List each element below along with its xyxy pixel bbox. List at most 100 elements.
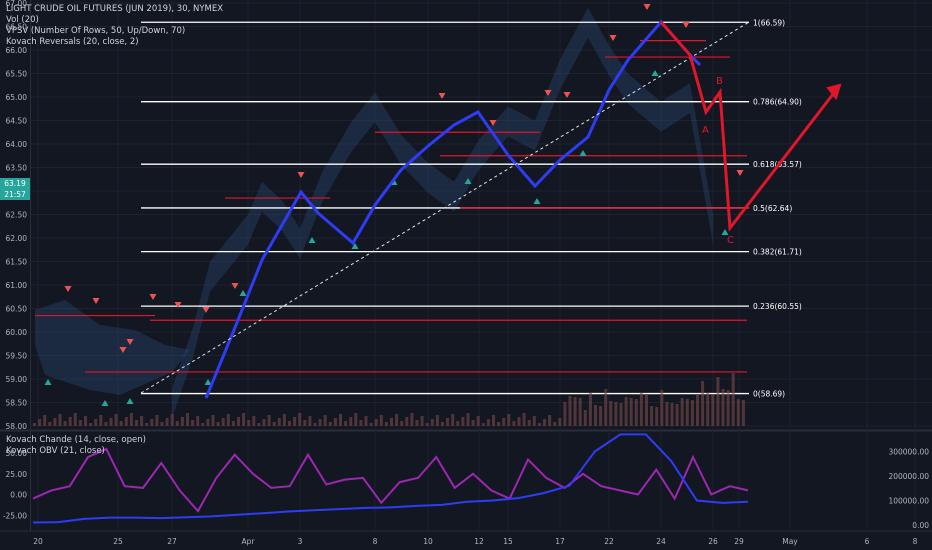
volume-bar: [160, 422, 164, 426]
volume-bar: [150, 419, 154, 426]
volume-bar: [38, 419, 42, 426]
time-tick-label: 3: [298, 537, 303, 546]
time-axis[interactable]: 20 25 27 Apr 3 8 10 12 15 17 22 24 26 29 May 6 8: [33, 537, 917, 546]
price-tick-label: 60.00: [6, 328, 28, 337]
bullish-reversal-marker: [44, 379, 52, 385]
volume-bar: [196, 416, 200, 426]
volume-bar: [441, 422, 444, 426]
volume-bar: [58, 414, 62, 426]
time-tick-label: 8: [373, 537, 378, 546]
volume-bars: [33, 373, 745, 426]
volume-bar: [135, 420, 138, 426]
indicator-vol[interactable]: Vol (20): [6, 15, 39, 25]
volume-bar: [456, 421, 460, 426]
wave-drawings[interactable]: A B C: [140, 19, 842, 399]
volume-bar: [94, 419, 98, 426]
time-tick-label: 24: [656, 537, 666, 546]
volume-bar: [716, 377, 720, 426]
volume-bar: [33, 423, 36, 426]
volume-bar: [466, 413, 470, 426]
price-range-band-early: [35, 300, 190, 395]
volume-bar: [655, 407, 659, 426]
volume-bar: [155, 415, 159, 426]
chande-tick-label: 25.00: [6, 470, 28, 479]
oscillator-pane[interactable]: 50.00 25.00 0.00 -25.00 300000.00 200000.00 10…: [3, 433, 929, 530]
price-tick-label: 64.50: [6, 117, 28, 126]
volume-bar: [721, 389, 725, 426]
volume-bar: [262, 419, 266, 426]
volume-bar: [206, 419, 210, 426]
bullish-reversal-marker: [464, 178, 472, 184]
time-tick-label: 25: [113, 537, 123, 546]
price-tick-label: 66.00: [6, 46, 28, 55]
bearish-reversal-marker: [202, 307, 210, 313]
indicator-vpsv[interactable]: VPSV (Number Of Rows, 50, Up/Down, 70): [6, 26, 186, 36]
fib-retracement[interactable]: 1(66.59)0.786(64.90)0.618(63.57)0.5(62.6…: [141, 18, 802, 399]
volume-bar: [175, 421, 179, 426]
volume-bar: [267, 415, 271, 426]
bullish-reversal-marker: [651, 70, 659, 76]
volume-bar: [670, 403, 674, 426]
volume-bar: [226, 414, 230, 426]
time-tick-label: 20: [33, 537, 43, 546]
volume-bar: [486, 419, 490, 426]
time-tick-label: 22: [604, 537, 614, 546]
volume-bar: [481, 423, 485, 426]
grid-lines: [31, 0, 932, 531]
volume-bar: [507, 414, 511, 426]
last-price-badge: 63.19: [0, 178, 30, 189]
volume-bar: [517, 417, 521, 426]
time-tick-label: Apr: [242, 537, 256, 546]
volume-bar: [191, 420, 195, 426]
volume-bar: [680, 398, 684, 426]
volume-bar: [374, 419, 378, 426]
volume-bar: [741, 400, 745, 426]
volume-bar: [308, 416, 312, 426]
indicator-kovach-chande[interactable]: Kovach Chande (14, close, open): [6, 435, 146, 445]
bullish-reversal-marker: [101, 400, 109, 406]
fib-level-label: 0.5(62.64): [753, 204, 792, 213]
volume-bar: [390, 418, 393, 426]
volume-bar: [63, 421, 67, 426]
volume-bar: [242, 413, 246, 426]
time-tick-label: 15: [503, 537, 513, 546]
volume-bar: [512, 421, 516, 426]
volume-bar: [410, 413, 414, 426]
price-tick-label: 62.00: [6, 234, 28, 243]
volume-bar: [359, 420, 363, 426]
volume-bar: [665, 402, 669, 426]
volume-bar: [583, 410, 587, 426]
volume-bar: [43, 415, 47, 426]
price-axis[interactable]: 67.00 66.50 66.00 65.50 65.00 64.50 64.00 63.50…: [6, 0, 28, 431]
volume-bar: [609, 401, 613, 426]
volume-bar: [333, 418, 337, 426]
volume-bar: [405, 417, 409, 426]
time-tick-label: 26: [708, 537, 718, 546]
volume-bar: [624, 397, 628, 426]
indicator-kovach-obv[interactable]: Kovach OBV (21, close): [6, 446, 105, 456]
volume-bar: [594, 405, 597, 426]
indicator-kovach-reversals[interactable]: Kovach Reversals (20, close, 2): [6, 37, 139, 47]
time-tick-label: May: [782, 537, 798, 546]
chart-title[interactable]: LIGHT CRUDE OIL FUTURES (JUN 2019), 30, …: [6, 4, 224, 14]
volume-bar: [502, 418, 506, 426]
bearish-reversal-marker: [92, 298, 100, 304]
volume-bar: [114, 414, 118, 426]
volume-bar: [451, 414, 455, 426]
volume-bar: [675, 404, 679, 426]
volume-bar: [221, 418, 225, 426]
volume-bar: [344, 421, 348, 426]
volume-bar: [323, 415, 327, 426]
volume-bar: [604, 389, 608, 426]
volume-bar: [339, 414, 342, 426]
volume-bar: [145, 423, 149, 426]
volume-bar: [660, 390, 664, 426]
volume-bar: [532, 416, 536, 426]
volume-bar: [614, 402, 618, 426]
bullish-reversal-marker: [579, 150, 587, 156]
bullish-reversal-marker: [204, 379, 212, 385]
volume-bar: [89, 423, 93, 426]
price-tick-label: 66.50: [6, 23, 28, 32]
volume-bar: [129, 413, 133, 426]
